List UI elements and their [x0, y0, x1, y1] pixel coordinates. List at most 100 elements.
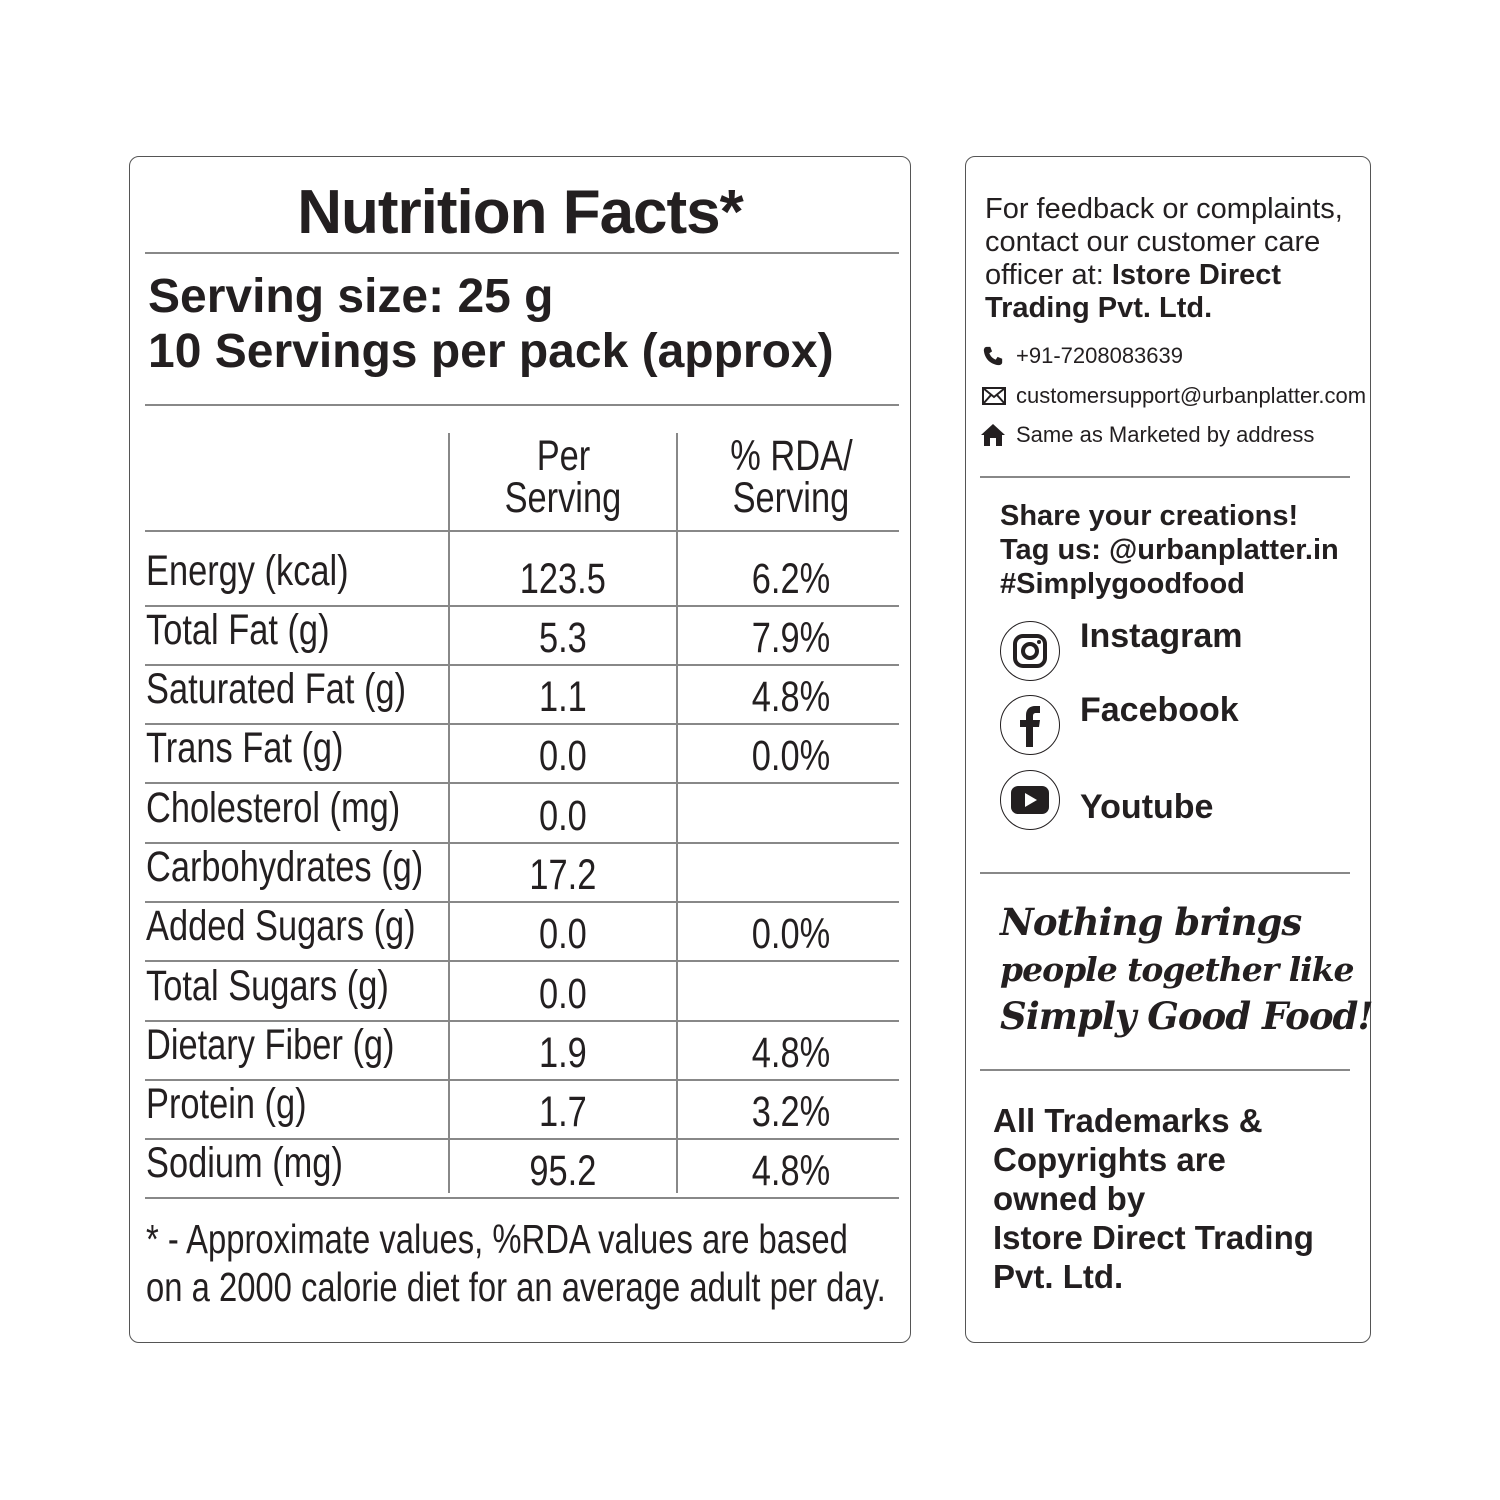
row-divider	[145, 1138, 899, 1140]
per-serving-value: 123.5	[450, 555, 676, 604]
header-rda: % RDA/ Serving	[678, 432, 904, 522]
trademark-notice: All Trademarks & Copyrights are owned by…	[993, 1101, 1314, 1296]
nutrient-label-text: Sodium (mg)	[146, 1139, 343, 1187]
nutrient-label: Total Fat (g)	[146, 606, 375, 655]
value-text: 4.8%	[751, 1029, 831, 1077]
text-line: For feedback or complaints,	[985, 193, 1343, 225]
per-serving-value: 0.0	[450, 910, 676, 959]
social-label: Youtube	[1080, 787, 1214, 826]
text-line: Share your creations!	[1000, 500, 1299, 532]
social-label: Instagram	[1080, 616, 1243, 655]
nutrient-label: Saturated Fat (g)	[146, 665, 471, 714]
tagline-line: Simply Good Food!	[1000, 994, 1374, 1038]
value-text: 5.3	[539, 614, 587, 662]
tagline-line: Nothing brings	[1000, 900, 1302, 944]
value-text: 95.2	[529, 1147, 597, 1195]
row-divider	[145, 1197, 899, 1199]
nutrient-label-text: Carbohydrates (g)	[146, 843, 424, 891]
per-serving-value: 0.0	[450, 792, 676, 841]
tagline: Nothing brings people together like Simp…	[1000, 899, 1374, 1039]
rda-value: 6.2%	[678, 555, 904, 604]
nutrient-row: Sodium (mg) 95.2 4.8%	[130, 1138, 910, 1199]
facebook-icon	[1000, 695, 1060, 755]
nutrient-row: Protein (g) 1.7 3.2%	[130, 1079, 910, 1140]
value-text: 6.2%	[751, 555, 831, 603]
per-serving-value: 17.2	[450, 851, 676, 900]
rda-value	[678, 792, 904, 841]
value-text: 4.8%	[751, 1147, 831, 1195]
value-text: 7.9%	[751, 614, 831, 662]
nutrient-label-text: Cholesterol (mg)	[146, 784, 401, 832]
rda-value: 0.0%	[678, 732, 904, 781]
row-divider	[145, 782, 899, 784]
row-divider	[145, 723, 899, 725]
value-text: 0.0%	[751, 732, 831, 780]
nutrient-label: Trans Fat (g)	[146, 724, 393, 773]
serving-size: Serving size: 25 g	[148, 270, 554, 323]
text-line: owned by	[993, 1180, 1146, 1217]
nutrient-row: Carbohydrates (g) 17.2	[130, 842, 910, 903]
nutrient-label-text: Saturated Fat (g)	[146, 665, 407, 713]
footnote-line: on a 2000 calorie diet for an average ad…	[146, 1264, 886, 1310]
header-text: Per	[536, 432, 590, 480]
per-serving-value: 1.7	[450, 1088, 676, 1137]
nutrient-label-text: Trans Fat (g)	[146, 724, 344, 772]
header-text: % RDA/	[729, 432, 853, 480]
rda-value: 4.8%	[678, 673, 904, 722]
nutrient-label: Added Sugars (g)	[146, 902, 483, 951]
address-text: Same as Marketed by address	[1016, 422, 1315, 447]
text-line: Istore Direct Trading	[993, 1219, 1314, 1256]
home-icon	[981, 424, 1005, 446]
row-divider	[145, 960, 899, 962]
value-text: 0.0%	[751, 910, 831, 958]
rda-value	[678, 970, 904, 1019]
text-line: officer at:	[985, 259, 1112, 291]
value-text: 4.8%	[751, 673, 831, 721]
footnote-line: * - Approximate values, %RDA values are …	[146, 1216, 848, 1262]
footnote: * - Approximate values, %RDA values are …	[146, 1215, 1071, 1311]
email-address[interactable]: customersupport@urbanplatter.com	[1016, 383, 1367, 408]
contact-intro: For feedback or complaints, contact our …	[985, 193, 1343, 325]
header-text: Serving	[732, 474, 850, 522]
value-text: 0.0	[539, 910, 587, 958]
phone-row: +91-7208083639	[982, 343, 1183, 369]
instagram-icon	[1000, 621, 1060, 681]
divider	[145, 530, 899, 532]
rda-value	[678, 851, 904, 900]
text-line: Copyrights are	[993, 1141, 1226, 1178]
nutrient-row: Energy (kcal) 123.5 6.2%	[130, 530, 910, 607]
nutrient-row: Dietary Fiber (g) 1.9 4.8%	[130, 1020, 910, 1081]
rda-value: 7.9%	[678, 614, 904, 663]
tagline-line: people together like	[1000, 950, 1355, 989]
phone-number[interactable]: +91-7208083639	[1016, 343, 1183, 368]
social-facebook[interactable]: Facebook	[1000, 691, 1239, 755]
nutrient-label: Total Sugars (g)	[146, 962, 450, 1011]
social-youtube[interactable]: Youtube	[1000, 770, 1213, 830]
value-text: 1.9	[539, 1029, 587, 1077]
column-divider	[676, 433, 678, 1193]
nutrient-label-text: Energy (kcal)	[146, 547, 349, 595]
header-text: Serving	[504, 474, 622, 522]
value-text: 3.2%	[751, 1088, 831, 1136]
nutrition-facts-panel: Nutrition Facts* Serving size: 25 g 10 S…	[129, 156, 911, 1343]
rda-value: 4.8%	[678, 1147, 904, 1196]
company-name: Trading Pvt. Ltd.	[985, 292, 1213, 324]
text-line: All Trademarks &	[993, 1102, 1263, 1139]
row-divider	[145, 901, 899, 903]
nutrient-label-text: Total Fat (g)	[146, 606, 330, 654]
value-text: 17.2	[529, 851, 597, 899]
divider	[980, 1069, 1350, 1071]
value-text: 123.5	[519, 555, 607, 603]
nutrition-title: Nutrition Facts*	[297, 178, 744, 247]
text-line: contact our customer care	[985, 226, 1321, 258]
row-divider	[145, 664, 899, 666]
nutrient-row: Added Sugars (g) 0.0 0.0%	[130, 901, 910, 962]
text-line: Tag us: @urbanplatter.in	[1000, 534, 1339, 566]
per-serving-value: 0.0	[450, 732, 676, 781]
rda-value: 4.8%	[678, 1029, 904, 1078]
divider	[145, 252, 899, 254]
row-divider	[145, 1079, 899, 1081]
social-instagram[interactable]: Instagram	[1000, 617, 1243, 681]
row-divider	[145, 842, 899, 844]
nutrient-row: Total Sugars (g) 0.0	[130, 960, 910, 1022]
